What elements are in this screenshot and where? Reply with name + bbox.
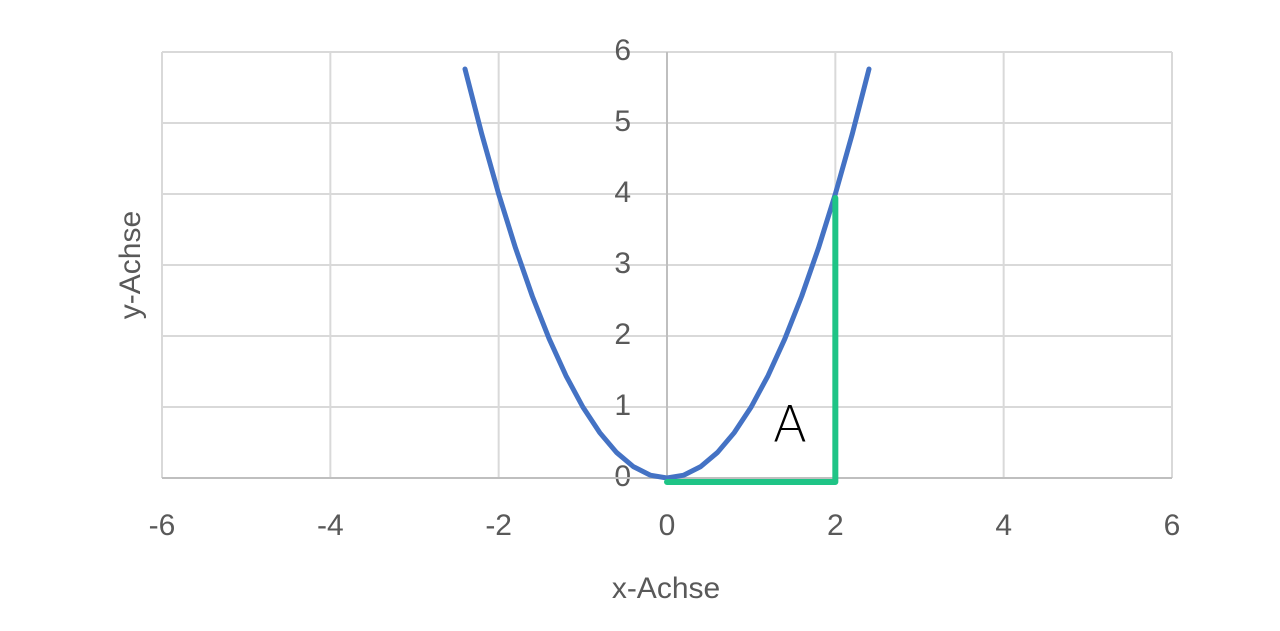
y-tick-label: 5: [614, 105, 631, 138]
x-tick-label: 4: [995, 509, 1012, 542]
y-tick-label: 3: [614, 247, 631, 280]
y-tick-label: 4: [614, 176, 631, 209]
y-tick-label: 2: [614, 318, 631, 351]
x-tick-label: 0: [659, 509, 676, 542]
x-tick-label: -4: [317, 509, 344, 542]
x-axis-title: x-Achse: [612, 572, 720, 605]
x-tick-label: -2: [485, 509, 512, 542]
y-tick-label: 0: [614, 460, 631, 493]
x-tick-label: -6: [149, 509, 176, 542]
area-outline: [664, 195, 839, 485]
y-axis-title: y-Achse: [114, 211, 147, 319]
x-tick-label: 6: [1164, 509, 1181, 542]
y-tick-label: 6: [614, 34, 631, 67]
x-tick-label: 2: [827, 509, 844, 542]
curve: [462, 66, 872, 481]
y-tick-label: 1: [614, 389, 631, 422]
annotation: A: [773, 396, 807, 454]
